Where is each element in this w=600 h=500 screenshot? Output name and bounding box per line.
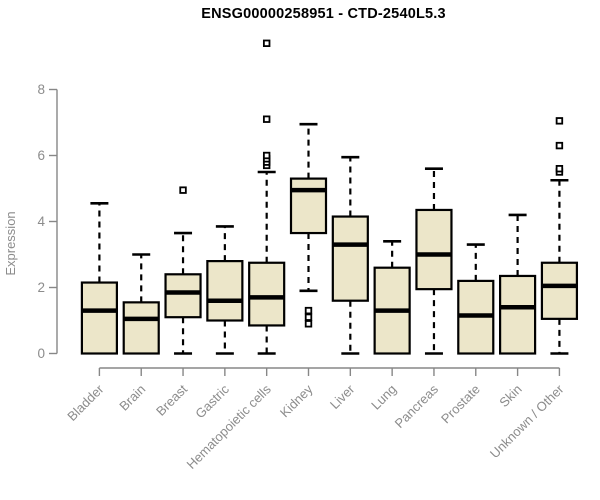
outlier-point xyxy=(304,306,313,315)
y-axis-label: Expression xyxy=(3,211,18,275)
x-tick-label-liver: Liver xyxy=(327,381,358,412)
x-tick-label-gastric: Gastric xyxy=(192,381,232,421)
box-gastric xyxy=(206,225,244,355)
x-tick-label-kidney: Kidney xyxy=(277,381,316,420)
box-liver xyxy=(331,155,369,355)
box-skin xyxy=(499,213,537,355)
x-tick-label-pancreas: Pancreas xyxy=(392,381,442,431)
chart-title: ENSG00000258951 - CTD-2540L5.3 xyxy=(201,6,446,22)
box-lung xyxy=(373,240,411,355)
outlier-point xyxy=(555,141,564,150)
x-tick-label-unknown-other: Unknown / Other xyxy=(487,381,567,461)
y-tick-label: 2 xyxy=(37,280,45,295)
x-tick-label-bladder: Bladder xyxy=(64,381,107,424)
box-brain xyxy=(122,253,160,355)
y-tick-label: 6 xyxy=(37,148,45,163)
box-bladder xyxy=(80,202,119,355)
iqr-box xyxy=(164,273,202,319)
outlier-point xyxy=(262,115,271,123)
iqr-box xyxy=(248,261,286,327)
iqr-box xyxy=(289,177,328,235)
x-tick-label-skin: Skin xyxy=(496,382,524,410)
iqr-box xyxy=(80,281,119,355)
outlier-point xyxy=(262,39,271,47)
outlier-point xyxy=(304,320,313,328)
box-breast xyxy=(164,186,202,355)
box-kidney xyxy=(289,122,328,328)
outlier-point xyxy=(304,313,313,321)
outlier-point xyxy=(262,151,271,160)
box-unknown-other xyxy=(540,117,579,355)
y-tick-label: 4 xyxy=(37,214,45,229)
iqr-box xyxy=(331,215,369,302)
x-tick-label-lung: Lung xyxy=(368,382,399,413)
box-prostate xyxy=(457,243,495,355)
iqr-box xyxy=(415,208,453,291)
box-hematopoietic-cells xyxy=(248,39,286,355)
outlier-point xyxy=(179,186,187,194)
outlier-point xyxy=(555,117,564,125)
x-tick-label-breast: Breast xyxy=(153,381,190,418)
x-tick-label-brain: Brain xyxy=(116,382,148,414)
box-pancreas xyxy=(415,167,453,355)
y-tick-label: 0 xyxy=(37,346,45,361)
outlier-point xyxy=(555,164,564,173)
iqr-box xyxy=(499,274,537,355)
y-axis: 0 2 4 6 8 Expression xyxy=(3,82,58,361)
x-tick-label-prostate: Prostate xyxy=(438,382,483,427)
iqr-box xyxy=(206,260,244,322)
iqr-box xyxy=(540,261,579,320)
iqr-box xyxy=(122,301,160,355)
y-tick-label: 8 xyxy=(37,82,45,97)
